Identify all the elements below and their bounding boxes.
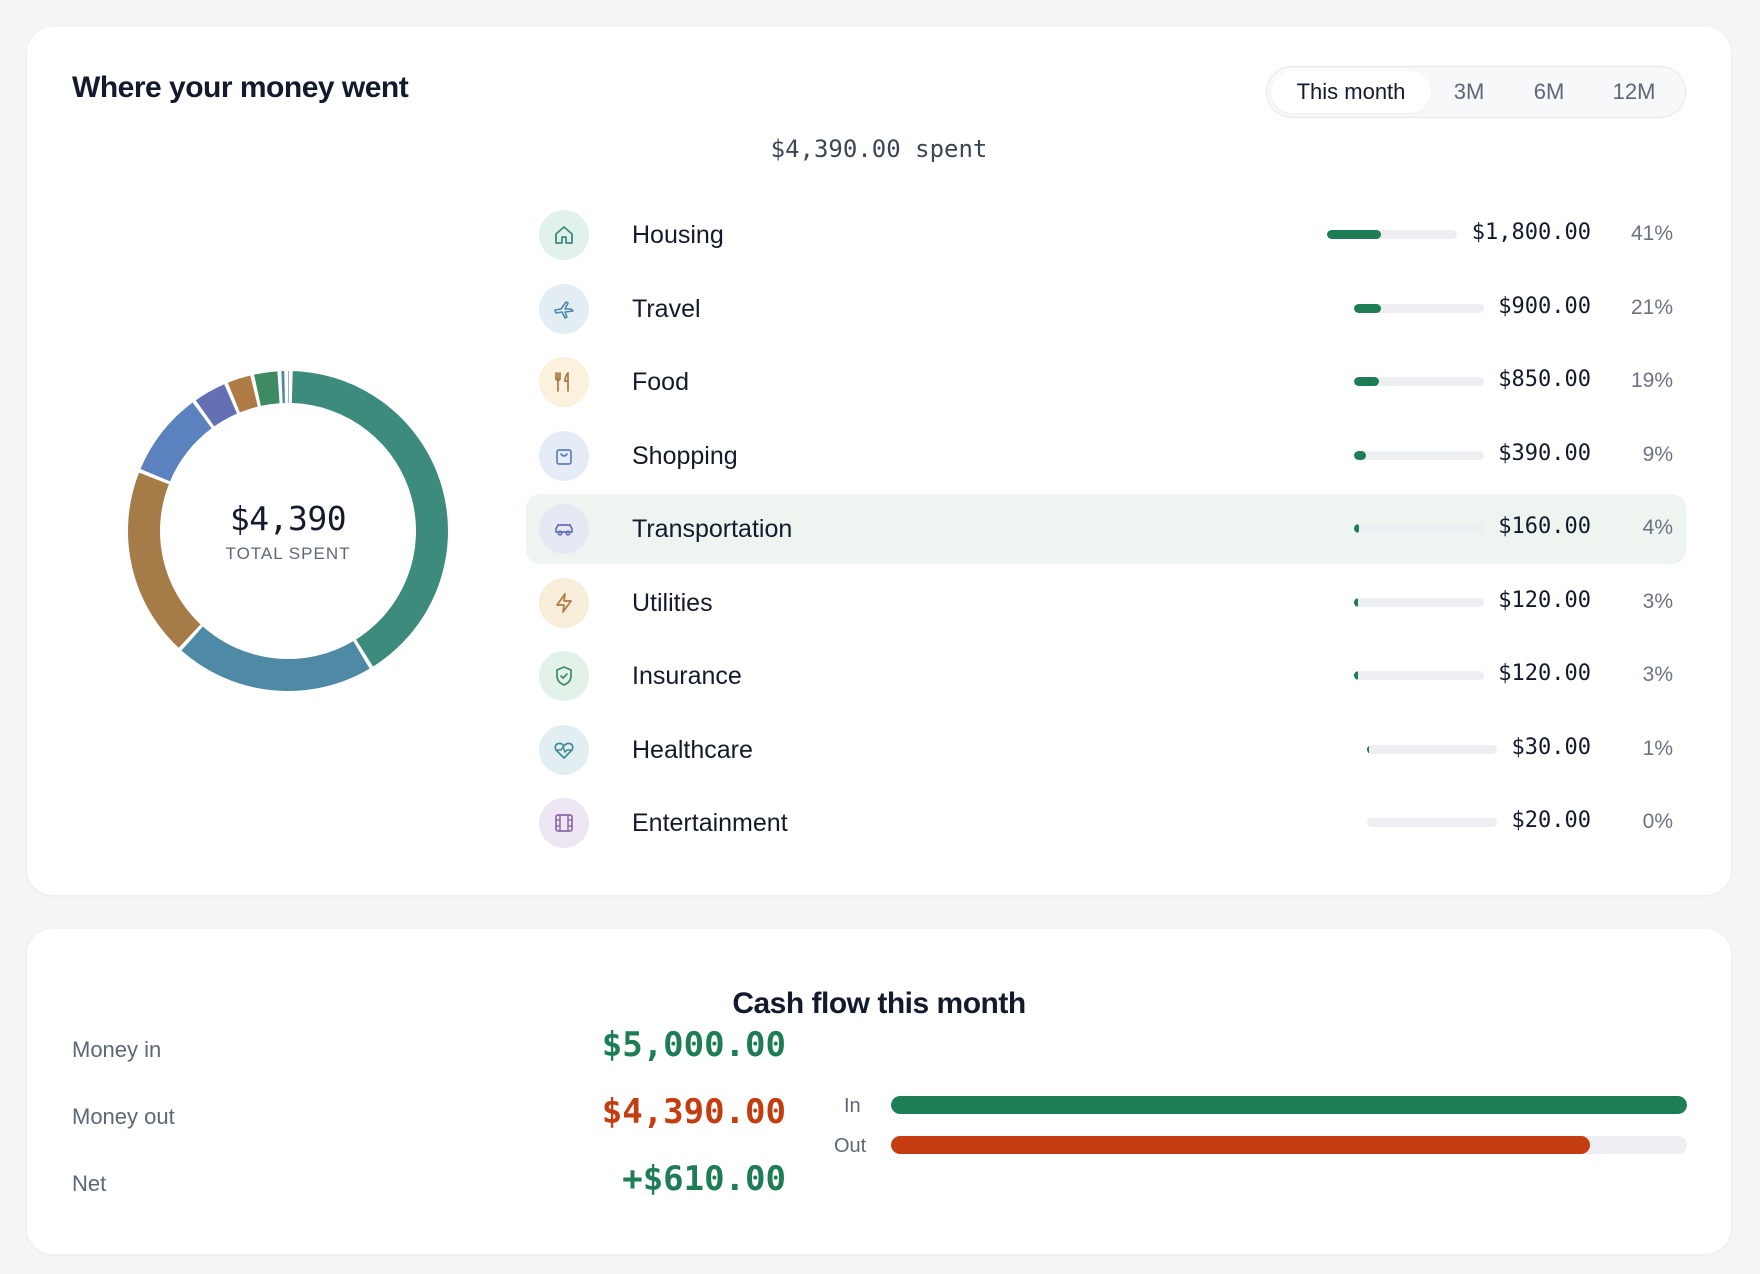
net-label: Net [72, 1171, 107, 1196]
category-progress-bar [1353, 377, 1484, 386]
tab-6m[interactable]: 6M [1533, 79, 1565, 104]
category-name: Utilities [632, 588, 713, 617]
donut-caption: TOTAL SPENT [225, 543, 351, 563]
donut-slice-travel[interactable] [181, 626, 370, 691]
category-name: Healthcare [632, 735, 753, 764]
category-name: Transportation [632, 515, 793, 543]
category-percent: 3% [1642, 663, 1673, 686]
category-percent: 9% [1642, 442, 1673, 466]
category-row-entertainment[interactable]: Entertainment $20.00 0% [526, 788, 1686, 858]
spending-title: Where your money went [72, 71, 409, 104]
category-percent: 1% [1642, 736, 1673, 760]
category-row-travel[interactable]: Travel $900.00 21% [526, 274, 1686, 344]
category-amount: $900.00 [1498, 293, 1591, 319]
category-amount: $390.00 [1498, 440, 1591, 466]
tab-this-month[interactable]: This month [1271, 71, 1431, 113]
donut-svg [128, 371, 448, 691]
category-amount: $160.00 [1498, 514, 1591, 539]
category-amount: $30.00 [1511, 734, 1591, 760]
category-list: Housing $1,800.00 41% Travel $900.00 21% Food $… [526, 200, 1686, 862]
category-name: Travel [632, 294, 701, 323]
out-bar-fill [891, 1136, 1590, 1154]
home-icon [539, 210, 589, 260]
category-amount: $850.00 [1498, 367, 1591, 392]
category-percent: 19% [1630, 369, 1673, 392]
airplane-icon [539, 283, 589, 334]
category-progress-bar [1353, 524, 1484, 533]
money-in-value: $5,000.00 [601, 1025, 786, 1065]
category-progress-fill [1327, 230, 1381, 239]
in-bar [891, 1096, 1687, 1114]
shield-icon [539, 651, 589, 701]
category-amount: $1,800.00 [1471, 220, 1591, 245]
out-bar-label: Out [834, 1135, 867, 1157]
category-row-insurance[interactable]: Insurance $120.00 3% [526, 641, 1686, 711]
donut-chart: $4,390 TOTAL SPENT [118, 361, 458, 701]
category-progress-bar [1353, 450, 1484, 460]
donut-slice-utilities[interactable] [227, 375, 259, 413]
spending-card: Where your money went This month 3M 6M 1… [27, 27, 1731, 895]
category-percent: 21% [1630, 295, 1673, 319]
car-icon [539, 504, 589, 554]
category-amount: $120.00 [1498, 587, 1591, 613]
donut-slice-shopping[interactable] [140, 402, 213, 482]
donut-slice-food[interactable] [128, 472, 201, 648]
category-progress-bar [1367, 744, 1498, 754]
in-bar-fill [891, 1096, 1687, 1114]
category-row-transportation[interactable]: Transportation $160.00 4% [526, 494, 1686, 564]
donut-slice-insurance[interactable] [254, 371, 280, 406]
film-icon [539, 798, 589, 848]
out-bar [891, 1136, 1687, 1154]
money-out-value: $4,390.00 [601, 1092, 786, 1132]
net-value: +$610.00 [622, 1159, 786, 1199]
tab-12m[interactable]: 12M [1612, 79, 1656, 104]
category-progress-fill [1353, 671, 1358, 680]
category-name: Shopping [632, 441, 738, 470]
money-in-label: Money in [72, 1037, 162, 1062]
category-row-utilities[interactable]: Utilities $120.00 3% [526, 568, 1686, 638]
donut-slice-transportation[interactable] [195, 384, 238, 427]
donut-slice-housing[interactable] [291, 371, 448, 667]
category-progress-bar [1353, 671, 1484, 680]
period-selector: This month 3M 6M 12M [1266, 66, 1686, 118]
category-name: Housing [632, 221, 724, 249]
category-progress-bar [1367, 818, 1498, 827]
money-out-label: Money out [72, 1104, 175, 1129]
category-row-food[interactable]: Food $850.00 19% [526, 347, 1686, 417]
cashflow-card: Cash flow this month Money in $5,000.00 … [27, 929, 1731, 1254]
category-amount: $20.00 [1511, 808, 1591, 833]
category-progress-fill [1353, 524, 1360, 533]
category-progress-fill [1353, 597, 1358, 607]
category-progress-bar [1327, 230, 1458, 239]
category-percent: 41% [1630, 222, 1673, 245]
heart-pulse-icon [539, 724, 589, 775]
cashflow-title: Cash flow this month [732, 987, 1026, 1020]
category-name: Insurance [632, 662, 742, 690]
tab-3m[interactable]: 3M [1453, 79, 1485, 104]
donut-total: $4,390 [229, 498, 347, 538]
donut-center: $4,390 TOTAL SPENT [118, 361, 458, 701]
category-percent: 4% [1642, 516, 1673, 539]
category-amount: $120.00 [1498, 661, 1591, 686]
category-name: Entertainment [632, 809, 788, 837]
category-progress-fill [1353, 303, 1382, 313]
category-progress-fill [1367, 744, 1369, 754]
in-bar-label: In [844, 1095, 861, 1117]
shopping-bag-icon [539, 430, 589, 481]
category-percent: 0% [1642, 810, 1673, 833]
category-row-healthcare[interactable]: Healthcare $30.00 1% [526, 715, 1686, 785]
category-name: Food [632, 368, 689, 396]
category-progress-bar [1353, 303, 1484, 313]
spent-summary: $4,390.00 spent [770, 135, 988, 163]
lightning-icon [539, 577, 589, 628]
category-row-shopping[interactable]: Shopping $390.00 9% [526, 421, 1686, 491]
category-percent: 3% [1642, 589, 1673, 613]
category-row-housing[interactable]: Housing $1,800.00 41% [526, 200, 1686, 270]
category-progress-fill [1353, 377, 1379, 386]
category-progress-fill [1353, 450, 1366, 460]
utensils-icon [539, 357, 589, 407]
category-progress-bar [1353, 597, 1484, 607]
